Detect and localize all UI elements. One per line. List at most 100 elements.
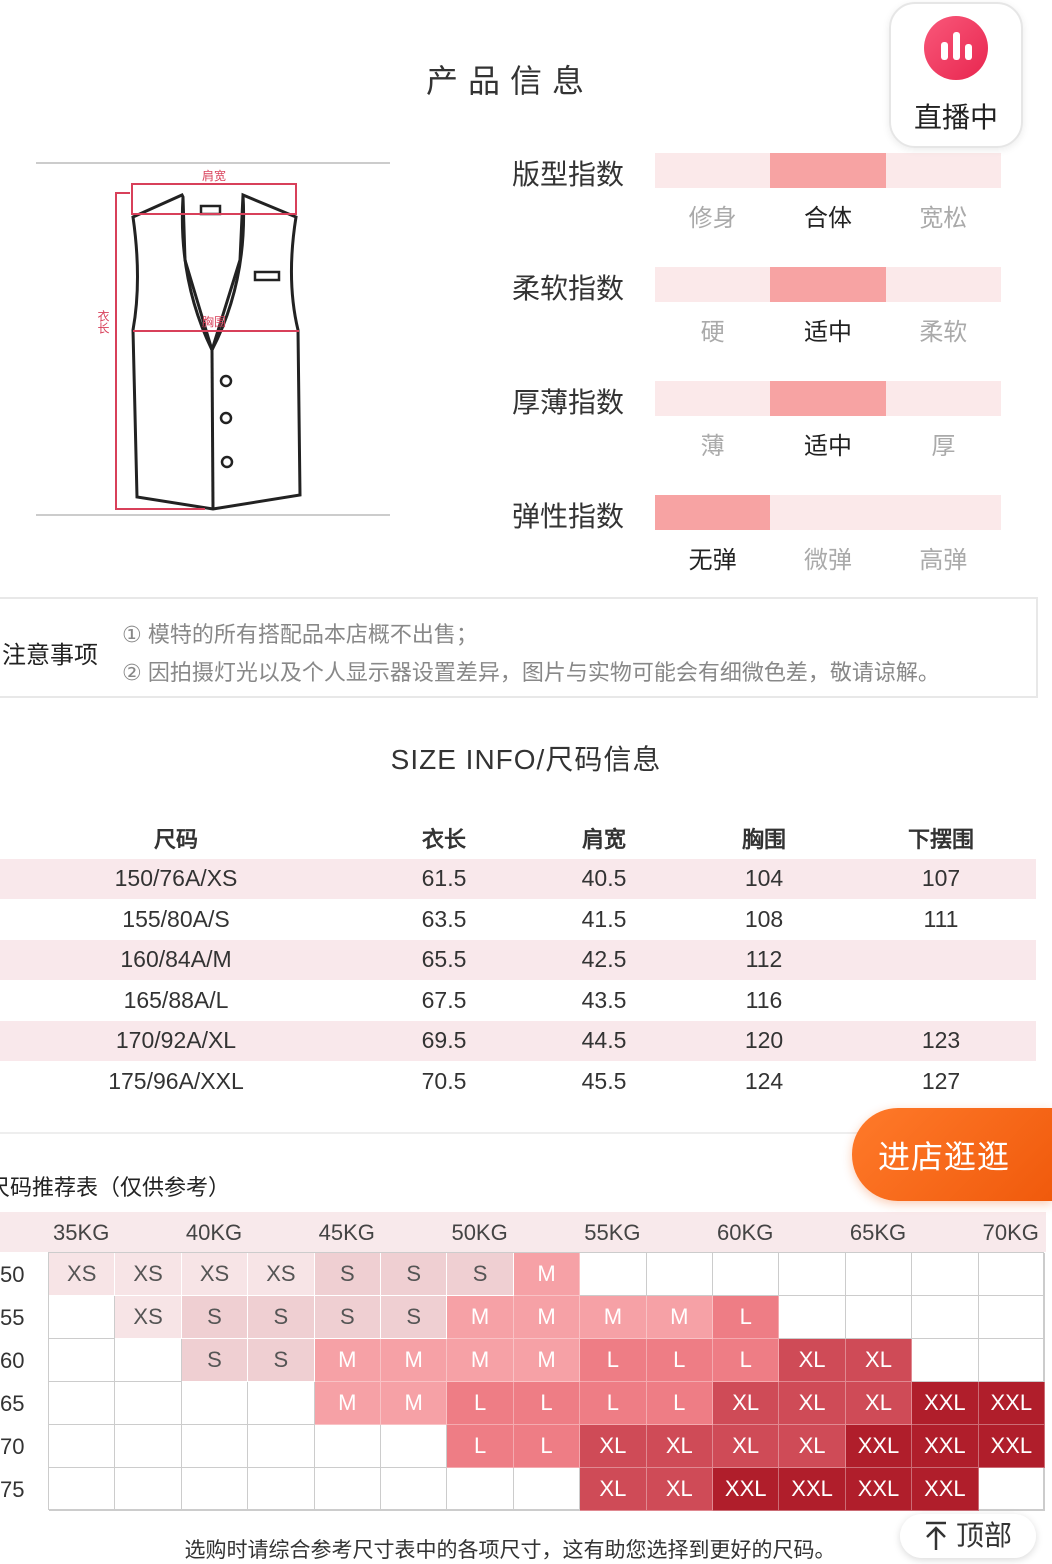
table-cell: 160/84A/M <box>120 946 232 973</box>
table-row: 160/84A/M 65.5 42.5 112 <box>0 939 1036 980</box>
back-to-top-label: 顶部 <box>955 1520 1012 1551</box>
grid-cell: XL <box>713 1382 780 1425</box>
table-cell: 120 <box>744 1027 784 1054</box>
table-cell: 107 <box>921 865 961 892</box>
grid-cell: S <box>381 1296 448 1339</box>
column-header: 衣长 <box>421 827 466 853</box>
index-option: 合体 <box>803 205 852 232</box>
grid-cell <box>978 1253 1045 1296</box>
table-cell: 127 <box>921 1067 961 1094</box>
grid-cell <box>181 1425 249 1468</box>
back-to-top-button[interactable]: 顶部 <box>900 1514 1036 1558</box>
height-label: 55 <box>0 1305 25 1330</box>
table-cell: 104 <box>744 865 784 892</box>
grid-cell: XXL <box>779 1468 846 1511</box>
grid-cell <box>978 1468 1045 1511</box>
visit-shop-button[interactable]: 进店逛逛 <box>852 1108 1052 1201</box>
index-bar-segment <box>885 153 1001 188</box>
grid-cell <box>49 1425 116 1468</box>
grid-cell <box>381 1425 448 1468</box>
table-cell: 70.5 <box>421 1067 467 1094</box>
index-options: 修身 合体 宽松 <box>655 198 1001 233</box>
table-header: 尺码 衣长 肩宽 胸围 下摆围 <box>0 818 1036 859</box>
height-label: 70 <box>0 1434 25 1459</box>
live-label: 直播中 <box>913 102 998 133</box>
weight-label: 40KG <box>185 1220 243 1245</box>
grid-cell: S <box>447 1253 514 1296</box>
grid-cell: XXL <box>912 1382 979 1425</box>
index-options: 薄 适中 厚 <box>655 426 1001 461</box>
index-bar-segment <box>770 153 886 188</box>
weight-label: 65KG <box>849 1220 907 1245</box>
table-cell: 170/92A/XL <box>115 1027 237 1054</box>
grid-cell: L <box>513 1382 581 1425</box>
weight-header: 35KG 40KG 45KG 50KG 55KG 60KG 65KG 70KG <box>0 1212 1046 1252</box>
grid-cell <box>713 1253 780 1296</box>
grid-cell <box>646 1253 713 1296</box>
index-bar-segment <box>885 495 1001 530</box>
index-label: 厚薄指数 <box>512 387 625 418</box>
notes-box: 注意事项 ① 模特的所有搭配品本店概不出售； ② 因拍摄灯光以及个人显示器设置差… <box>0 597 1038 698</box>
weight-label: 50KG <box>451 1220 508 1245</box>
grid-cell: XXL <box>713 1468 780 1511</box>
table-row: 150/76A/XS 61.5 40.5 104 107 <box>0 858 1036 899</box>
grid-cell <box>912 1296 979 1339</box>
index-option: 宽松 <box>919 205 968 232</box>
height-label: 60 <box>0 1348 25 1373</box>
grid-cell: M <box>381 1382 448 1425</box>
grid-cell: L <box>513 1425 581 1468</box>
grid-cell: XL <box>845 1382 913 1425</box>
index-bar-segment <box>655 381 771 416</box>
grid-cell: S <box>248 1296 315 1339</box>
grid-cell: L <box>713 1296 780 1339</box>
grid-cell <box>115 1382 182 1425</box>
index-bar-segment <box>655 153 771 188</box>
grid-cell: M <box>513 1339 581 1382</box>
grid-cell <box>49 1382 116 1425</box>
index-label: 柔软指数 <box>512 273 625 304</box>
weight-label: 35KG <box>53 1220 110 1245</box>
column-header: 下摆围 <box>907 827 974 853</box>
height-label: 50 <box>0 1262 25 1287</box>
grid-cell: XXL <box>845 1468 913 1511</box>
index-label: 版型指数 <box>512 159 625 190</box>
index-option: 无弹 <box>688 547 737 574</box>
column-header: 胸围 <box>741 827 786 853</box>
table-cell: 175/96A/XXL <box>108 1067 244 1094</box>
grid-cell <box>115 1468 182 1511</box>
grid-cell: XXL <box>978 1425 1045 1468</box>
grid-cell <box>779 1253 846 1296</box>
height-label: 65 <box>0 1391 25 1416</box>
chest-label: 胸围 <box>202 314 226 329</box>
grid-cell: M <box>513 1253 581 1296</box>
index-bar <box>655 495 1001 530</box>
live-icon <box>924 16 988 80</box>
weight-label: 70KG <box>982 1220 1039 1245</box>
index-bar <box>655 153 1001 188</box>
live-badge-button[interactable]: 直播中 <box>889 2 1023 148</box>
grid-cell: L <box>447 1425 514 1468</box>
table-cell: 155/80A/S <box>122 905 230 932</box>
grid-cell <box>248 1382 315 1425</box>
grid-cell: M <box>513 1296 581 1339</box>
grid-cell: XS <box>115 1296 182 1339</box>
grid-cell: XXL <box>912 1468 979 1511</box>
grid-cell <box>912 1339 979 1382</box>
grid-cell: XXL <box>845 1425 913 1468</box>
table-cell: 108 <box>744 905 784 932</box>
grid-cell <box>314 1425 381 1468</box>
size-table: 尺码 衣长 肩宽 胸围 下摆围 150/76A/XS 61.5 40.5 104 107 155/8… <box>0 818 1036 1102</box>
grid-cell <box>381 1468 448 1511</box>
table-cell: 42.5 <box>581 946 627 973</box>
index-options: 无弹 微弹 高弹 <box>655 540 1001 575</box>
grid-cell <box>978 1296 1045 1339</box>
table-row: 155/80A/S 63.5 41.5 108 111 <box>0 899 1036 940</box>
grid-cell <box>779 1296 846 1339</box>
index-bar-segment <box>770 267 886 302</box>
grid-cell <box>181 1382 249 1425</box>
grid-cell: XXL <box>978 1382 1045 1425</box>
grid-cell: XXL <box>912 1425 979 1468</box>
table-row: 170/92A/XL 69.5 44.5 120 123 <box>0 1020 1036 1061</box>
grid-cell: XS <box>49 1253 116 1296</box>
grid-cell <box>580 1253 647 1296</box>
